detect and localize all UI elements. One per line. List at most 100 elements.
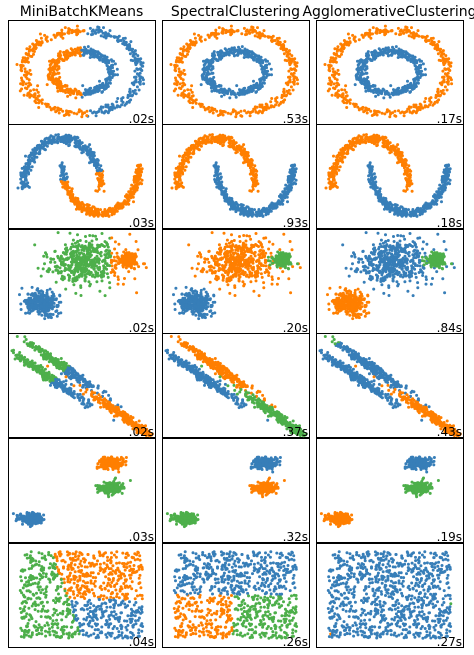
- point-orange: [375, 139, 379, 143]
- point-blue: [128, 47, 132, 50]
- point-blue: [224, 190, 228, 194]
- point-orange: [32, 52, 35, 56]
- point-blue: [219, 87, 223, 91]
- point-orange: [176, 169, 180, 173]
- point-blue: [88, 56, 92, 59]
- point-blue: [92, 162, 96, 166]
- point-blue: [289, 176, 293, 180]
- point-orange: [37, 101, 41, 105]
- point-orange: [72, 51, 76, 55]
- point-blue: [60, 161, 64, 165]
- point-blue: [67, 143, 71, 147]
- point-orange: [340, 88, 344, 92]
- point-orange: [423, 35, 427, 39]
- point-orange: [348, 101, 352, 105]
- point-orange: [194, 98, 198, 102]
- point-orange: [287, 49, 291, 53]
- point-blue: [283, 189, 287, 193]
- point-orange: [22, 80, 26, 84]
- point-orange: [52, 33, 56, 37]
- point-blue: [231, 207, 235, 211]
- point-orange: [15, 63, 19, 66]
- point-blue: [220, 192, 224, 196]
- point-orange: [22, 93, 26, 97]
- point-orange: [410, 189, 414, 193]
- point-orange: [77, 201, 80, 205]
- point-blue: [215, 176, 219, 180]
- point-blue: [397, 86, 401, 90]
- point-orange: [36, 84, 40, 88]
- point-blue: [225, 193, 229, 196]
- point-blue: [365, 71, 369, 75]
- point-orange: [339, 151, 343, 155]
- point-blue: [236, 53, 240, 57]
- point-orange: [281, 44, 285, 48]
- point-blue: [235, 84, 239, 88]
- point-orange: [407, 164, 411, 168]
- point-orange: [28, 45, 32, 49]
- point-orange: [375, 143, 379, 147]
- point-blue: [111, 74, 115, 78]
- point-blue: [260, 84, 264, 88]
- point-orange: [387, 109, 391, 113]
- point-blue: [95, 110, 99, 114]
- point-orange: [61, 109, 65, 113]
- point-orange: [64, 91, 68, 94]
- point-orange: [376, 110, 380, 113]
- point-orange: [209, 32, 213, 35]
- point-blue: [140, 64, 144, 68]
- point-orange: [43, 33, 47, 37]
- point-orange: [292, 74, 296, 78]
- point-orange: [29, 89, 32, 93]
- point-blue: [288, 170, 292, 174]
- point-blue: [81, 150, 85, 154]
- point-blue: [56, 141, 60, 145]
- point-blue: [219, 57, 223, 61]
- point-orange: [245, 32, 249, 36]
- point-orange: [269, 35, 273, 39]
- point-orange: [187, 99, 191, 103]
- point-blue: [254, 84, 258, 88]
- point-blue: [61, 176, 65, 180]
- point-blue: [365, 77, 369, 81]
- point-blue: [373, 57, 377, 61]
- point-blue: [138, 74, 142, 78]
- point-orange: [172, 89, 176, 93]
- point-blue: [121, 42, 125, 46]
- point-orange: [368, 31, 372, 35]
- point-orange: [373, 111, 377, 115]
- point-blue: [294, 170, 297, 174]
- point-blue: [79, 142, 83, 146]
- point-orange: [375, 113, 379, 117]
- point-blue: [52, 140, 56, 144]
- point-orange: [21, 83, 25, 87]
- point-blue: [112, 69, 116, 73]
- point-blue: [390, 53, 394, 57]
- point-orange: [292, 71, 296, 75]
- point-blue: [137, 88, 141, 92]
- point-blue: [389, 84, 393, 88]
- point-orange: [254, 110, 258, 114]
- point-orange: [347, 36, 351, 40]
- point-orange: [442, 52, 446, 56]
- point-orange: [443, 72, 447, 76]
- point-blue: [399, 49, 403, 52]
- point-blue: [98, 107, 102, 111]
- point-orange: [181, 154, 185, 158]
- point-blue: [386, 91, 390, 95]
- point-orange: [65, 57, 69, 61]
- point-blue: [109, 34, 113, 38]
- point-blue: [267, 210, 271, 214]
- point-orange: [197, 33, 201, 37]
- point-blue: [368, 173, 372, 177]
- point-blue: [113, 62, 117, 66]
- point-orange: [330, 93, 334, 97]
- point-orange: [124, 194, 127, 198]
- point-blue: [138, 82, 142, 86]
- point-orange: [195, 141, 199, 145]
- point-blue: [423, 67, 427, 71]
- point-orange: [82, 203, 86, 207]
- point-blue: [88, 26, 92, 30]
- point-orange: [210, 106, 214, 110]
- point-orange: [199, 39, 203, 43]
